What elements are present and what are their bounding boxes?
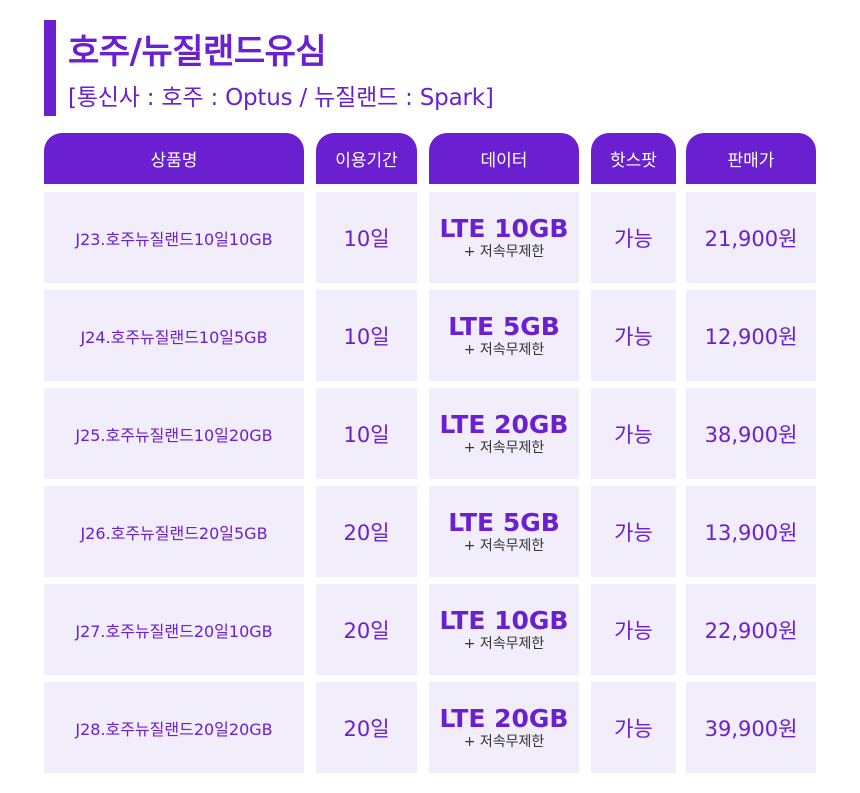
hotspot-text: 가능 bbox=[614, 618, 653, 643]
header-data: 데이터 bbox=[429, 133, 579, 184]
header-period: 이용기간 bbox=[316, 133, 417, 184]
cell-price: 22,900원 bbox=[686, 584, 816, 675]
cell-data: LTE 10GB + 저속무제한 bbox=[429, 584, 579, 675]
name-text: J25.호주뉴질랜드10일20GB bbox=[75, 425, 273, 445]
cell-data: LTE 20GB + 저속무제한 bbox=[429, 682, 579, 773]
data-note: + 저속무제한 bbox=[463, 439, 545, 456]
data-note: + 저속무제한 bbox=[463, 243, 545, 260]
data-amount: LTE 20GB bbox=[439, 409, 569, 439]
price-text: 12,900원 bbox=[704, 324, 798, 349]
price-text: 13,900원 bbox=[704, 520, 798, 545]
cell-data: LTE 10GB + 저속무제한 bbox=[429, 192, 579, 283]
cell-name: J24.호주뉴질랜드10일5GB bbox=[44, 290, 304, 381]
name-text: J23.호주뉴질랜드10일10GB bbox=[75, 229, 273, 249]
hotspot-text: 가능 bbox=[614, 422, 653, 447]
cell-hotspot: 가능 bbox=[591, 584, 676, 675]
cell-days: 10일 bbox=[316, 290, 417, 381]
days-text: 10일 bbox=[343, 422, 390, 447]
data-amount: LTE 20GB bbox=[439, 703, 569, 733]
cell-data: LTE 5GB + 저속무제한 bbox=[429, 290, 579, 381]
cell-data: LTE 5GB + 저속무제한 bbox=[429, 486, 579, 577]
cell-price: 21,900원 bbox=[686, 192, 816, 283]
cell-name: J25.호주뉴질랜드10일20GB bbox=[44, 388, 304, 479]
cell-hotspot: 가능 bbox=[591, 290, 676, 381]
price-text: 21,900원 bbox=[704, 226, 798, 251]
cell-hotspot: 가능 bbox=[591, 682, 676, 773]
days-text: 20일 bbox=[343, 520, 390, 545]
days-text: 10일 bbox=[343, 226, 390, 251]
cell-days: 20일 bbox=[316, 486, 417, 577]
title-accent-bar bbox=[44, 20, 56, 116]
cell-name: J28.호주뉴질랜드20일20GB bbox=[44, 682, 304, 773]
cell-hotspot: 가능 bbox=[591, 486, 676, 577]
cell-price: 12,900원 bbox=[686, 290, 816, 381]
data-amount: LTE 10GB bbox=[439, 213, 569, 243]
cell-data: LTE 20GB + 저속무제한 bbox=[429, 388, 579, 479]
header-price: 판매가 bbox=[686, 133, 816, 184]
cell-days: 10일 bbox=[316, 388, 417, 479]
cell-days: 20일 bbox=[316, 682, 417, 773]
cell-name: J27.호주뉴질랜드20일10GB bbox=[44, 584, 304, 675]
cell-days: 20일 bbox=[316, 584, 417, 675]
hotspot-text: 가능 bbox=[614, 716, 653, 741]
price-text: 39,900원 bbox=[704, 716, 798, 741]
name-text: J28.호주뉴질랜드20일20GB bbox=[75, 719, 273, 739]
days-text: 20일 bbox=[343, 618, 390, 643]
cell-price: 39,900원 bbox=[686, 682, 816, 773]
name-text: J26.호주뉴질랜드20일5GB bbox=[80, 523, 268, 543]
name-text: J27.호주뉴질랜드20일10GB bbox=[75, 621, 273, 641]
name-text: J24.호주뉴질랜드10일5GB bbox=[80, 327, 268, 347]
days-text: 20일 bbox=[343, 716, 390, 741]
cell-price: 38,900원 bbox=[686, 388, 816, 479]
cell-days: 10일 bbox=[316, 192, 417, 283]
data-amount: LTE 10GB bbox=[439, 605, 569, 635]
cell-name: J26.호주뉴질랜드20일5GB bbox=[44, 486, 304, 577]
hotspot-text: 가능 bbox=[614, 520, 653, 545]
header-product-name: 상품명 bbox=[44, 133, 304, 184]
cell-hotspot: 가능 bbox=[591, 192, 676, 283]
days-text: 10일 bbox=[343, 324, 390, 349]
hotspot-text: 가능 bbox=[614, 324, 653, 349]
data-amount: LTE 5GB bbox=[448, 507, 560, 537]
price-text: 38,900원 bbox=[704, 422, 798, 447]
data-note: + 저속무제한 bbox=[463, 635, 545, 652]
hotspot-text: 가능 bbox=[614, 226, 653, 251]
data-note: + 저속무제한 bbox=[463, 733, 545, 750]
data-amount: LTE 5GB bbox=[448, 311, 560, 341]
cell-name: J23.호주뉴질랜드10일10GB bbox=[44, 192, 304, 283]
cell-hotspot: 가능 bbox=[591, 388, 676, 479]
data-note: + 저속무제한 bbox=[463, 341, 545, 358]
header-hotspot: 핫스팟 bbox=[591, 133, 676, 184]
data-note: + 저속무제한 bbox=[463, 537, 545, 554]
price-text: 22,900원 bbox=[704, 618, 798, 643]
page-title: 호주/뉴질랜드유심 bbox=[68, 32, 327, 72]
cell-price: 13,900원 bbox=[686, 486, 816, 577]
page-subtitle: [통신사 : 호주 : Optus / 뉴질랜드 : Spark] bbox=[68, 85, 494, 111]
